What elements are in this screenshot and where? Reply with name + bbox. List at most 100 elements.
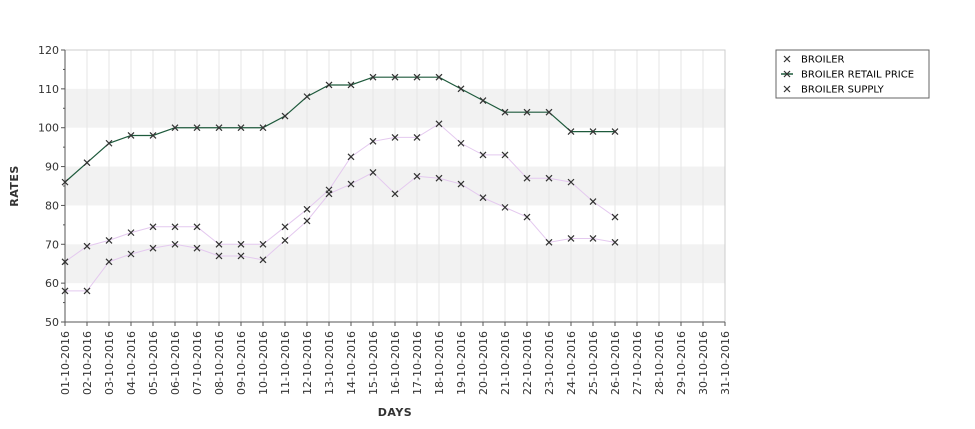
marker-stroke bbox=[611, 238, 619, 246]
data-point bbox=[545, 108, 553, 116]
marker-stroke bbox=[325, 81, 333, 89]
x-tick-label: 11-10-2016 bbox=[279, 331, 292, 395]
marker-stroke bbox=[611, 128, 619, 136]
data-point bbox=[435, 120, 443, 128]
marker-stroke bbox=[501, 151, 509, 159]
marker-stroke bbox=[783, 70, 791, 78]
marker-stroke bbox=[567, 178, 575, 186]
data-point bbox=[347, 180, 355, 188]
marker-stroke bbox=[479, 97, 487, 104]
data-point bbox=[611, 213, 619, 221]
data-point bbox=[259, 240, 267, 248]
x-tick-label: 27-10-2016 bbox=[631, 331, 644, 395]
marker-stroke bbox=[523, 213, 531, 221]
marker-stroke bbox=[215, 124, 223, 132]
marker-stroke bbox=[281, 112, 289, 120]
data-point bbox=[149, 244, 157, 252]
marker-stroke bbox=[391, 134, 399, 141]
data-point bbox=[369, 168, 377, 176]
marker-stroke bbox=[61, 258, 69, 266]
x-tick-label: 18-10-2016 bbox=[433, 331, 446, 395]
data-point bbox=[127, 250, 135, 258]
data-point bbox=[215, 252, 223, 260]
x-tick-label: 23-10-2016 bbox=[543, 331, 556, 395]
x-tick-label: 24-10-2016 bbox=[565, 331, 578, 395]
marker-stroke bbox=[281, 223, 289, 231]
data-point bbox=[413, 172, 421, 180]
x-tick-label: 14-10-2016 bbox=[345, 331, 358, 395]
marker-stroke bbox=[193, 223, 201, 231]
data-point bbox=[303, 217, 311, 225]
data-point bbox=[325, 186, 333, 194]
data-point bbox=[105, 236, 113, 244]
y-tick-label: 100 bbox=[38, 122, 59, 135]
y-tick-label: 80 bbox=[45, 199, 59, 212]
data-point bbox=[127, 229, 135, 237]
legend-label: BROILER SUPPLY bbox=[801, 85, 885, 96]
legend-box bbox=[775, 49, 930, 99]
x-tick-label: 22-10-2016 bbox=[521, 331, 534, 395]
marker-stroke bbox=[435, 73, 443, 81]
marker-stroke bbox=[589, 128, 597, 136]
x-tick-label: 08-10-2016 bbox=[213, 331, 226, 395]
marker-stroke bbox=[105, 258, 113, 266]
data-point bbox=[193, 124, 201, 132]
data-point bbox=[457, 85, 465, 93]
x-tick-label: 20-10-2016 bbox=[477, 331, 490, 395]
data-point bbox=[105, 139, 113, 147]
x-tick-label: 01-10-2016 bbox=[59, 331, 72, 395]
marker-stroke bbox=[149, 132, 157, 139]
x-tick-label: 05-10-2016 bbox=[147, 331, 160, 395]
y-axis-title: RATES bbox=[8, 165, 21, 207]
marker-stroke bbox=[83, 287, 91, 295]
x-tick-label: 28-10-2016 bbox=[653, 331, 666, 395]
data-point bbox=[369, 137, 377, 145]
marker-stroke bbox=[479, 194, 487, 202]
data-point bbox=[171, 240, 179, 248]
x-tick-label: 02-10-2016 bbox=[81, 331, 94, 395]
data-point bbox=[501, 108, 509, 116]
x-tick-label: 13-10-2016 bbox=[323, 331, 336, 395]
data-point bbox=[281, 236, 289, 244]
x-tick-label: 07-10-2016 bbox=[191, 331, 204, 395]
marker-stroke bbox=[567, 128, 575, 136]
y-tick-label: 90 bbox=[45, 161, 59, 174]
marker-stroke bbox=[105, 139, 113, 147]
marker-stroke bbox=[61, 178, 69, 186]
x-tick-label: 25-10-2016 bbox=[587, 331, 600, 395]
data-point bbox=[545, 174, 553, 182]
data-point bbox=[457, 139, 465, 147]
marker-stroke bbox=[61, 287, 69, 295]
marker-stroke bbox=[589, 235, 597, 242]
legend-label: BROILER bbox=[801, 55, 845, 66]
legend-marker bbox=[783, 85, 791, 93]
marker-stroke bbox=[325, 186, 333, 194]
marker-stroke bbox=[501, 203, 509, 211]
x-tick-label: 31-10-2016 bbox=[719, 331, 732, 395]
marker-stroke bbox=[171, 124, 179, 132]
marker-stroke bbox=[523, 174, 531, 182]
legend-label: BROILER RETAIL PRICE bbox=[801, 70, 914, 81]
marker-stroke bbox=[215, 240, 223, 248]
y-tick-label: 70 bbox=[45, 238, 59, 251]
data-point bbox=[237, 252, 245, 260]
marker-stroke bbox=[347, 153, 355, 161]
y-tick-label: 110 bbox=[38, 83, 59, 96]
marker-stroke bbox=[259, 240, 267, 248]
legend-item: BROILER SUPPLY bbox=[783, 85, 885, 96]
data-point bbox=[523, 213, 531, 221]
marker-stroke bbox=[413, 73, 421, 81]
marker-stroke bbox=[303, 217, 311, 225]
marker-stroke bbox=[127, 250, 135, 258]
marker-stroke bbox=[783, 85, 791, 93]
series-line bbox=[64, 123, 616, 263]
marker-stroke bbox=[391, 73, 399, 81]
data-point bbox=[105, 258, 113, 266]
data-point bbox=[369, 73, 377, 81]
data-point bbox=[237, 240, 245, 248]
data-point bbox=[589, 128, 597, 136]
data-point bbox=[391, 134, 399, 141]
data-point bbox=[193, 244, 201, 252]
marker-stroke bbox=[457, 180, 465, 188]
data-point bbox=[589, 235, 597, 242]
